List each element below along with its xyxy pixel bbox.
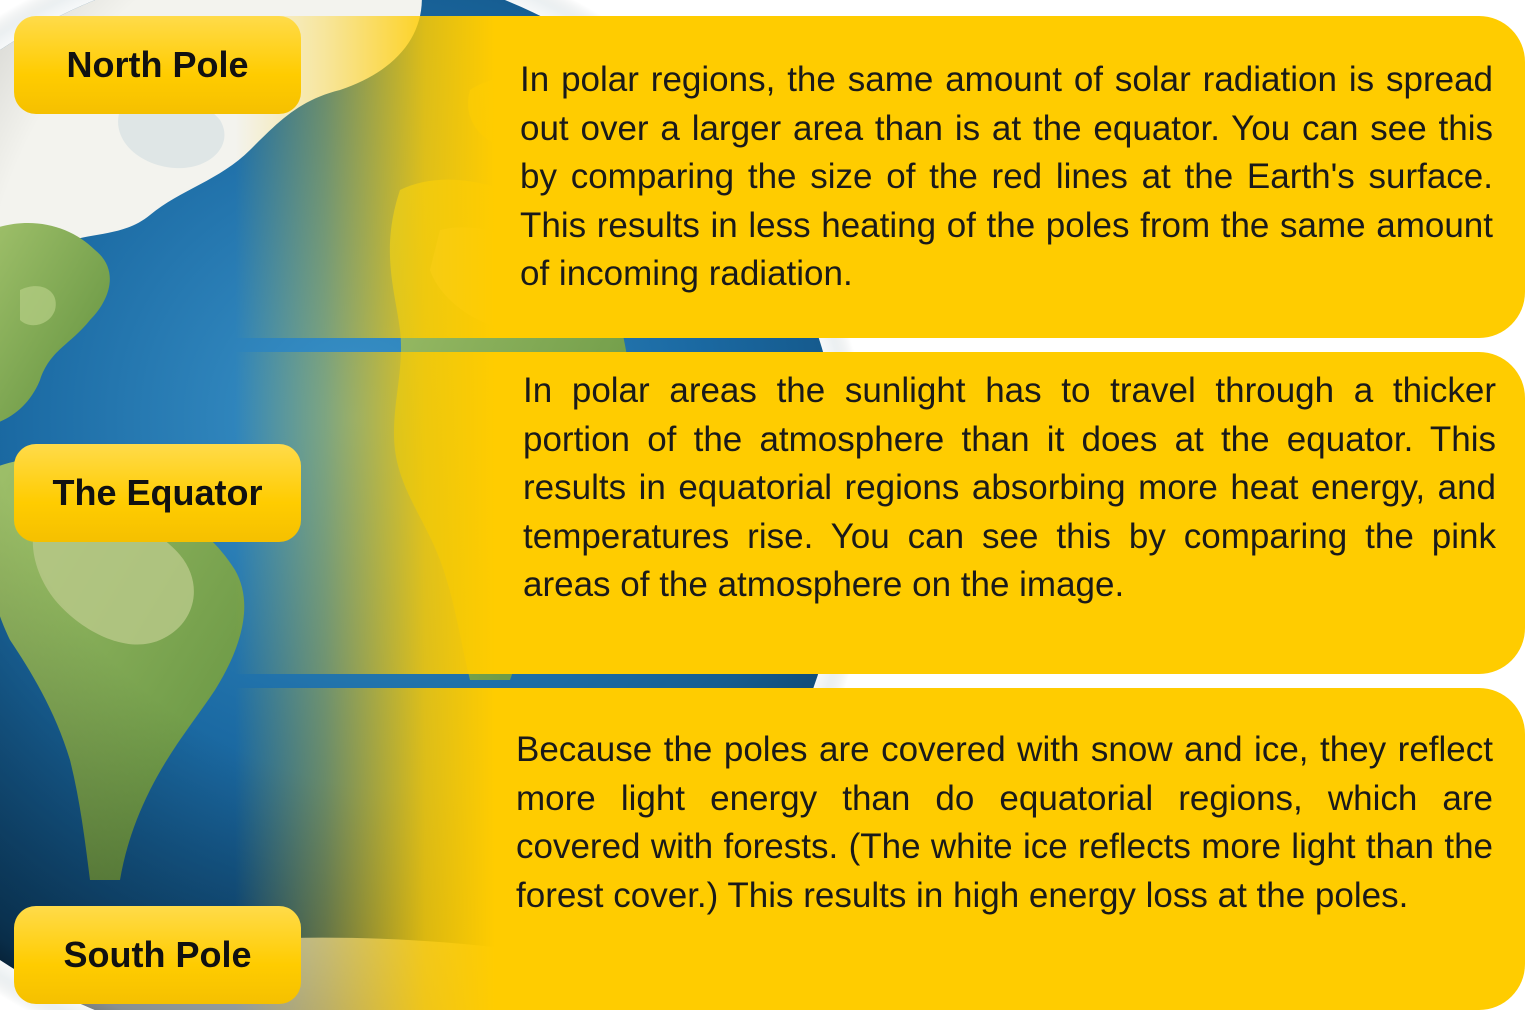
info-panel-solar-spread: In polar regions, the same amount of sol… — [235, 16, 1525, 338]
panel-text-albedo: Because the poles are covered with snow … — [516, 730, 1493, 915]
label-south-pole: South Pole — [14, 906, 301, 1004]
info-panel-atmosphere-thickness: In polar areas the sunlight has to trave… — [235, 352, 1525, 674]
info-panel-albedo: Because the poles are covered with snow … — [235, 688, 1525, 1010]
panel-text-solar-spread: In polar regions, the same amount of sol… — [520, 60, 1493, 293]
panel-text-atmosphere-thickness: In polar areas the sunlight has to trave… — [523, 371, 1496, 604]
label-north-pole: North Pole — [14, 16, 301, 114]
label-equator: The Equator — [14, 444, 301, 542]
